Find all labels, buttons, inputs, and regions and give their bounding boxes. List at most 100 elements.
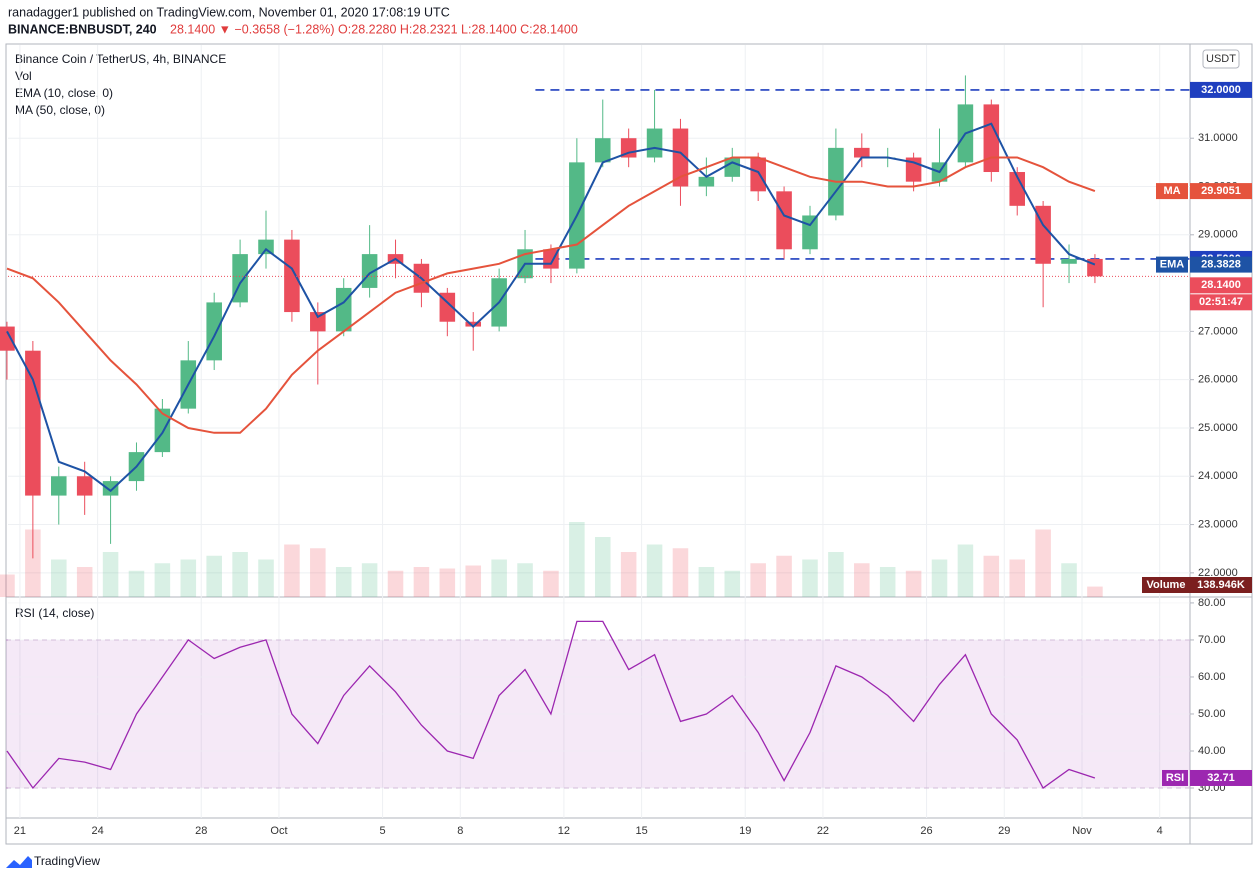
y-tick-label: 29.0000 — [1198, 229, 1238, 241]
candle-body — [258, 239, 274, 255]
volume-name: Volume — [1147, 579, 1186, 591]
volume-legend: Vol — [15, 69, 32, 83]
volume-bar — [543, 570, 559, 597]
volume-name-box — [1142, 577, 1190, 593]
candle-body — [854, 147, 870, 158]
candle-body — [983, 104, 1000, 173]
volume-bar — [387, 570, 404, 597]
y-tick-label: 27.0000 — [1198, 325, 1238, 337]
candle-body — [154, 408, 171, 453]
brand: TradingView — [34, 854, 100, 868]
volume-bar — [361, 563, 378, 597]
currency-box — [1202, 49, 1240, 69]
x-tick-label: 5 — [380, 825, 386, 837]
volume-bar — [776, 555, 792, 597]
candle-body — [76, 476, 93, 496]
volume-bar — [180, 559, 197, 597]
candle-body — [1009, 172, 1025, 206]
line-name-tag-box — [1156, 183, 1188, 200]
volume-bar — [594, 537, 611, 597]
line-value-tag: 28.3828 — [1201, 259, 1241, 271]
volume-bar — [1061, 563, 1077, 597]
volume-bar — [25, 529, 41, 597]
symbol: BINANCE:BNBUSDT, 240 — [8, 22, 157, 36]
volume-bar — [310, 548, 326, 597]
header: ranadagger1 published on TradingView.com… — [8, 5, 450, 19]
rsi-tick-label: 70.00 — [1198, 634, 1226, 646]
volume-bar — [465, 565, 482, 597]
line-value-tag-box — [1190, 256, 1252, 273]
level-tag: 32.0000 — [1201, 84, 1241, 96]
close-tag-box — [1190, 277, 1252, 294]
candle-body — [0, 326, 15, 351]
volume-bar — [491, 559, 507, 597]
volume-tag: 138.946K — [1197, 579, 1245, 591]
volume-bar — [569, 522, 585, 597]
candle-body — [206, 302, 222, 361]
rsi-tick-label: 80.00 — [1198, 597, 1226, 609]
rsi-line — [6, 620, 1096, 790]
volume-bar — [879, 567, 896, 597]
volume-bar — [102, 552, 119, 597]
x-tick-label: 29 — [998, 825, 1010, 837]
volume-bar — [828, 552, 844, 597]
rsi-tick-label: 50.00 — [1198, 708, 1226, 720]
x-tick-label: 22 — [817, 825, 829, 837]
volume-bar — [51, 559, 67, 597]
rsi-name: RSI — [1166, 772, 1184, 784]
volume-bar — [154, 563, 171, 597]
y-tick-label: 23.0000 — [1198, 518, 1238, 530]
y-tick-label: 31.0000 — [1198, 132, 1238, 144]
line-name-tag: EMA — [1160, 259, 1185, 271]
candle-body — [1035, 205, 1051, 264]
y-tick-label: 25.0000 — [1198, 422, 1238, 434]
x-tick-label: 4 — [1157, 825, 1163, 837]
countdown: 02:51:47 — [1199, 296, 1243, 308]
volume-bar — [1087, 586, 1103, 597]
candle-body — [51, 476, 67, 496]
logo: TradingView — [6, 854, 100, 868]
line-value-tag: 29.9051 — [1201, 185, 1241, 197]
volume-bar — [646, 544, 663, 597]
volume-bar — [413, 567, 430, 597]
volume-bar — [620, 552, 637, 597]
frame — [5, 43, 1253, 845]
candle-body — [102, 481, 119, 496]
line-name-tag-box — [1156, 256, 1188, 273]
candle-body — [646, 128, 663, 158]
x-tick-label: 28 — [195, 825, 207, 837]
ma-legend: MA (50, close, 0) — [15, 103, 105, 117]
volume-bar — [905, 570, 922, 597]
x-tick-label: 12 — [558, 825, 570, 837]
candle-body — [724, 157, 741, 177]
candle-body — [594, 138, 611, 163]
candle-body — [25, 350, 41, 496]
volume-bar — [284, 544, 300, 597]
candle-body — [750, 157, 766, 192]
volume-bar — [206, 555, 222, 597]
x-tick-label: 24 — [92, 825, 104, 837]
x-tick-label: 19 — [739, 825, 751, 837]
volume-bar — [724, 570, 741, 597]
line-name-tag: MA — [1163, 185, 1180, 197]
volume-bar — [76, 567, 93, 597]
volume-bar — [750, 563, 766, 597]
volume-bar — [802, 559, 818, 597]
volume-bar — [0, 574, 15, 597]
volume-bar — [335, 567, 352, 597]
x-tick-label: Oct — [270, 825, 287, 837]
volume-bar — [1009, 559, 1025, 597]
chart-title: Binance Coin / TetherUS, 4h, BINANCE — [15, 52, 226, 66]
volume-bar — [957, 544, 974, 597]
candle-body — [802, 215, 818, 250]
y-tick-label: 24.0000 — [1198, 470, 1238, 482]
currency: USDT — [1206, 53, 1236, 65]
ema-legend: EMA (10, close, 0) — [15, 86, 113, 100]
candle-body — [776, 191, 792, 250]
candle-body — [361, 254, 378, 288]
line-value-tag-box — [1190, 183, 1252, 200]
rsi-tick-label: 60.00 — [1198, 671, 1226, 683]
indicator-line — [6, 156, 1096, 434]
volume-bar — [439, 568, 456, 597]
